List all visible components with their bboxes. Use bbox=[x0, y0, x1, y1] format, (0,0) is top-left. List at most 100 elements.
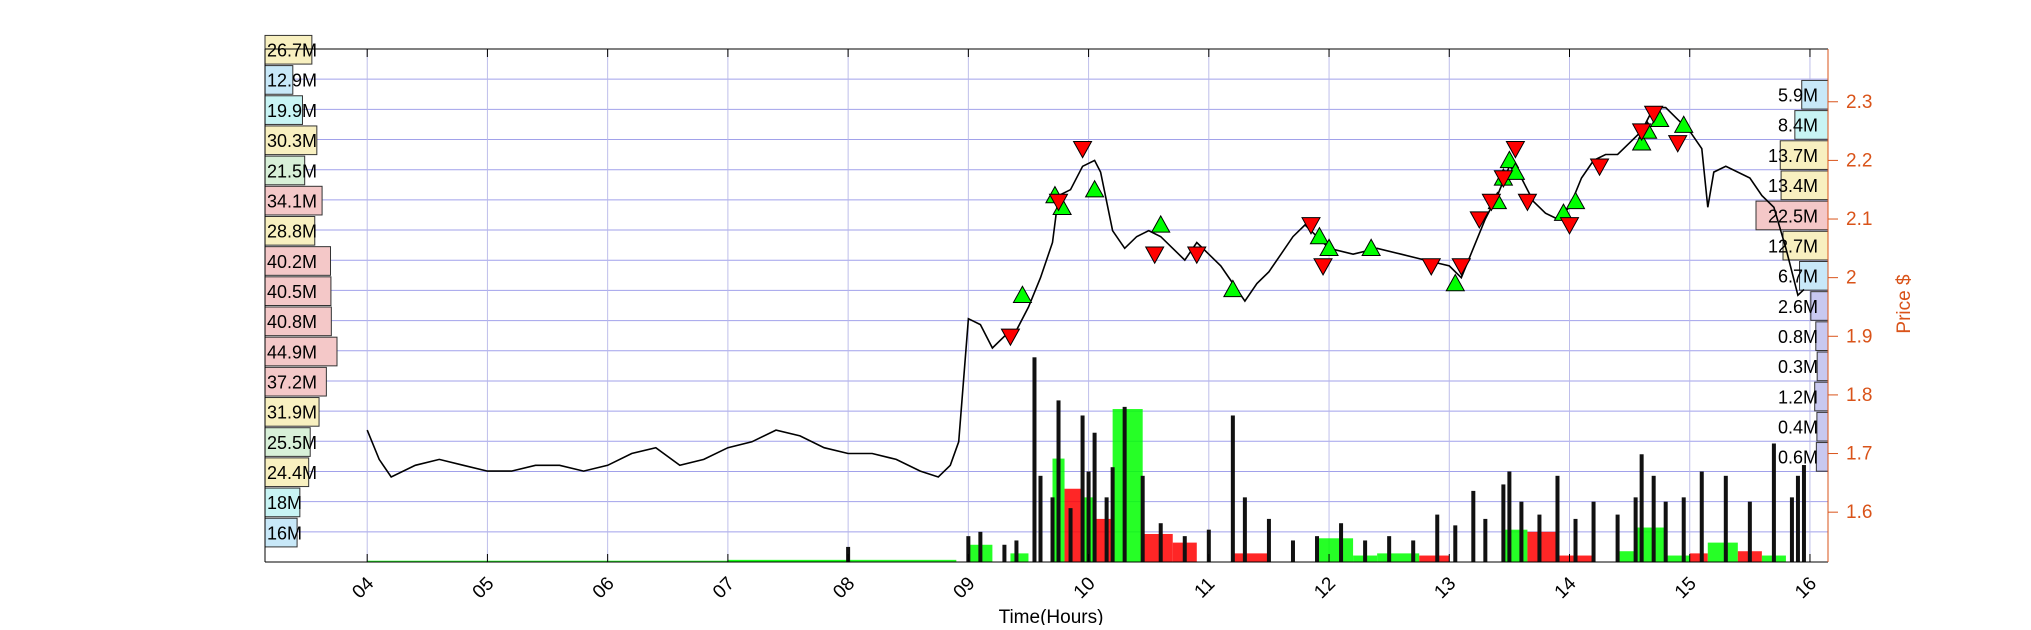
volume-spike bbox=[1699, 471, 1704, 562]
volume-spike bbox=[966, 536, 971, 562]
x-tick-label: 15 bbox=[1671, 573, 1701, 603]
volume-block bbox=[1665, 555, 1690, 562]
buy-marker bbox=[1084, 179, 1105, 198]
buy-marker bbox=[1150, 214, 1171, 233]
volume-block bbox=[1112, 409, 1143, 562]
right-profile-bar bbox=[1782, 230, 1829, 261]
volume-spike bbox=[1158, 523, 1163, 562]
volume-block bbox=[1010, 553, 1029, 562]
volume-spike bbox=[1206, 529, 1211, 562]
y-tick-label: 1.9 bbox=[1846, 326, 1872, 347]
x-tick-label: 06 bbox=[589, 573, 619, 603]
y-tick-label: 2 bbox=[1846, 268, 1857, 289]
left-profile-label: 19.9M bbox=[267, 101, 317, 121]
sell-marker bbox=[1517, 193, 1538, 212]
left-profile-bar bbox=[264, 34, 313, 65]
volume-spike bbox=[1363, 540, 1368, 562]
right-profile-bar bbox=[1780, 170, 1829, 201]
price-layer bbox=[366, 106, 1805, 479]
sell-marker bbox=[1493, 170, 1514, 189]
volume-spike bbox=[1290, 540, 1295, 562]
volume-block bbox=[1527, 531, 1558, 562]
volume-spike bbox=[1242, 497, 1247, 562]
right-profile-bar bbox=[1794, 110, 1829, 140]
volume-spike bbox=[1501, 484, 1506, 562]
volume-spike bbox=[1056, 400, 1061, 562]
price-line bbox=[366, 106, 1805, 479]
right-profile-label: 12.7M bbox=[1768, 236, 1818, 256]
right-profile-label: 0.6M bbox=[1778, 448, 1818, 468]
sell-marker bbox=[1469, 211, 1490, 230]
left-profile-bar bbox=[264, 155, 306, 186]
sell-marker bbox=[1481, 193, 1502, 212]
right-profile-label: 13.7M bbox=[1768, 146, 1818, 166]
left-profile-bar bbox=[264, 246, 332, 276]
volume-spike bbox=[1663, 501, 1668, 562]
volume-spike bbox=[1110, 467, 1115, 562]
right-profile-label: 22.5M bbox=[1768, 206, 1818, 226]
left-profile-label: 21.5M bbox=[267, 161, 317, 181]
right-profile-bar bbox=[1815, 442, 1829, 472]
volume-spike bbox=[1014, 540, 1019, 562]
right-profile-label: 6.7M bbox=[1778, 267, 1818, 287]
volume-spike bbox=[1032, 357, 1037, 562]
volume-spike bbox=[1555, 475, 1560, 562]
buy-marker bbox=[1319, 238, 1339, 257]
sell-marker bbox=[1186, 246, 1207, 265]
volume-spike bbox=[1315, 536, 1320, 562]
volume-spike bbox=[1339, 523, 1344, 562]
volume-block bbox=[1617, 551, 1636, 562]
left-profile-label: 40.8M bbox=[267, 312, 317, 332]
right-profile-label: 0.3M bbox=[1778, 357, 1818, 377]
volume-spike bbox=[1519, 501, 1524, 562]
left-profile-bar bbox=[264, 215, 316, 246]
right-profile-label: 8.4M bbox=[1778, 116, 1818, 136]
sell-marker bbox=[1505, 140, 1526, 159]
y-tick-label: 1.7 bbox=[1846, 444, 1872, 465]
sell-marker bbox=[1643, 105, 1664, 124]
marker-layer bbox=[1000, 105, 1694, 347]
left-profile-label: 31.9M bbox=[267, 403, 317, 423]
x-tick-label: 11 bbox=[1191, 574, 1220, 603]
volume-block bbox=[1377, 553, 1420, 562]
left-profile-label: 12.9M bbox=[267, 71, 317, 91]
volume-spike bbox=[1573, 518, 1578, 562]
volume-spike bbox=[1086, 471, 1091, 562]
x-tick-label: 04 bbox=[348, 573, 378, 603]
x-tick-label: 12 bbox=[1310, 573, 1340, 603]
volume-spike bbox=[1435, 514, 1440, 562]
volume-block bbox=[1142, 533, 1173, 562]
right-profile-label: 2.6M bbox=[1778, 297, 1818, 317]
x-tick-label: 14 bbox=[1551, 573, 1581, 603]
volume-spike bbox=[1591, 501, 1596, 562]
volume-block bbox=[1689, 553, 1708, 562]
sell-marker bbox=[1000, 328, 1021, 347]
volume-spike bbox=[978, 531, 983, 562]
volume-spike bbox=[1050, 497, 1055, 562]
volume-spike bbox=[1266, 518, 1271, 562]
sell-marker bbox=[1667, 135, 1688, 153]
left-profile-label: 16M bbox=[267, 523, 302, 543]
left-profile-label: 34.1M bbox=[267, 191, 317, 211]
volume-spike bbox=[1122, 406, 1127, 562]
left-profile-label: 40.2M bbox=[267, 252, 317, 272]
left-profile-bar bbox=[264, 397, 320, 427]
buy-marker bbox=[1445, 273, 1466, 292]
right-profile-bar bbox=[1799, 260, 1829, 291]
volume-spike bbox=[1747, 501, 1752, 562]
volume-spike bbox=[1002, 544, 1007, 562]
volume-block bbox=[1064, 488, 1083, 562]
left-profile-label: 26.7M bbox=[267, 41, 317, 61]
y-axis-title: Price $ bbox=[1894, 274, 1915, 334]
volume-layer bbox=[367, 357, 1806, 562]
sell-marker bbox=[1313, 258, 1333, 276]
right-profile-bar bbox=[1755, 200, 1829, 231]
volume-spike bbox=[1537, 514, 1542, 562]
y-tick-label: 2.2 bbox=[1846, 150, 1872, 171]
x-tick-label: 09 bbox=[950, 573, 980, 603]
y-tick-label: 2.1 bbox=[1846, 209, 1872, 230]
volume-block bbox=[1707, 542, 1738, 562]
volume-spike bbox=[1104, 497, 1109, 562]
